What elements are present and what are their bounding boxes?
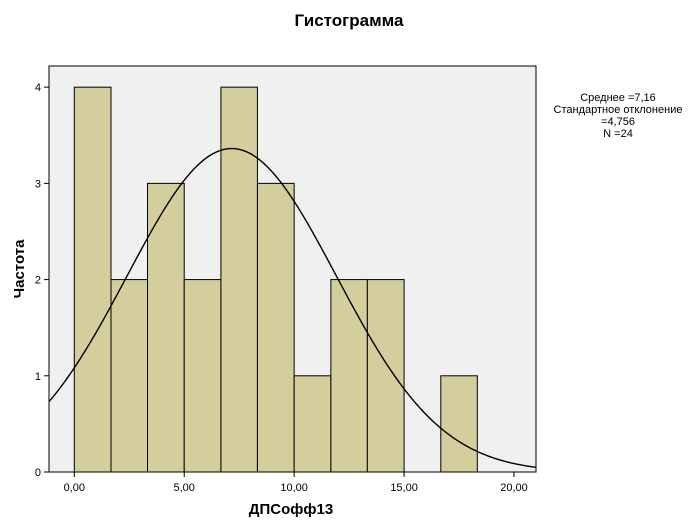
- x-tick-label: 15,00: [390, 482, 418, 494]
- histogram-bar: [366, 279, 405, 473]
- y-axis: 0 1 2 3 4: [35, 82, 49, 479]
- histogram-bar: [147, 182, 185, 473]
- bars-group: [73, 86, 478, 473]
- chart-title: Гистограмма: [295, 11, 404, 30]
- histogram-bar: [293, 375, 332, 473]
- histogram-bar: [256, 182, 295, 473]
- x-tick-label: 5,00: [174, 482, 195, 494]
- stats-line-sd-value: =4,756: [601, 116, 635, 128]
- y-tick-label: 4: [35, 82, 41, 94]
- histogram-bar: [110, 279, 148, 473]
- histogram-bar: [73, 86, 112, 473]
- x-tick-label: 0,00: [64, 482, 85, 494]
- stats-line-mean: Среднее =7,16: [580, 92, 656, 104]
- y-tick-label: 2: [35, 275, 41, 287]
- histogram-bar: [330, 279, 368, 473]
- x-tick-label: 10,00: [280, 482, 308, 494]
- normal-distribution-curve: [48, 147, 537, 469]
- histogram-bar: [440, 375, 478, 473]
- histogram-bar: [220, 86, 258, 473]
- x-tick-label: 20,00: [500, 482, 528, 494]
- histogram-bar: [183, 279, 222, 473]
- y-tick-label: 3: [35, 178, 41, 190]
- normal-curve-group: [48, 147, 537, 469]
- y-tick-label: 1: [35, 371, 41, 383]
- x-axis-label: ДПСофф13: [249, 501, 333, 518]
- stats-legend: Среднее =7,16 Стандартное отклонение =4,…: [554, 92, 683, 140]
- y-tick-label: 0: [35, 467, 41, 479]
- stats-line-n: N =24: [603, 128, 633, 140]
- x-axis: 0,00 5,00 10,00 15,00 20,00: [64, 472, 528, 494]
- y-axis-label: Частота: [11, 239, 28, 299]
- stats-line-sd-label: Стандартное отклонение: [554, 104, 683, 116]
